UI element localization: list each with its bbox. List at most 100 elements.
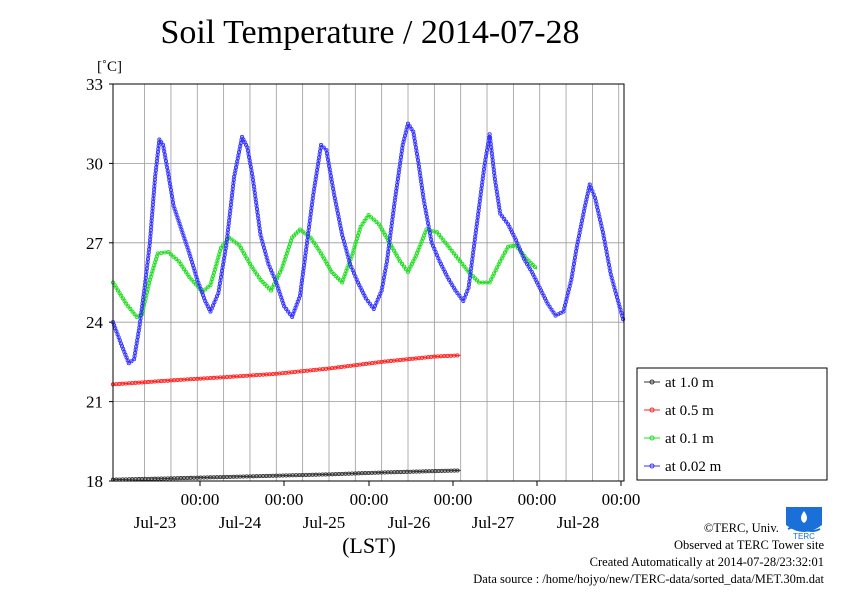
series-point: [266, 286, 271, 291]
series-point: [498, 211, 503, 216]
series-point: [275, 276, 280, 281]
series-point: [398, 259, 403, 264]
series-point: [189, 277, 194, 282]
series-point: [203, 287, 208, 292]
y-axis-label: [˚C]: [97, 59, 122, 75]
legend-swatch-marker: [649, 463, 655, 469]
series-point: [300, 229, 305, 234]
series-point: [498, 259, 503, 264]
series-point: [439, 235, 444, 240]
copyright-text: ©TERC, Univ. Tsukuba: [703, 521, 824, 535]
series-point: [321, 145, 326, 150]
series-point: [462, 264, 467, 269]
x-axis-label: (LST): [342, 533, 396, 558]
series-point: [360, 221, 365, 226]
x-tick-date-label: Jul-25: [303, 513, 346, 532]
series-point: [365, 298, 370, 304]
y-tick-label: 24: [86, 313, 104, 332]
x-tick-time-label: 00:00: [602, 490, 641, 509]
legend-label: at 0.5 m: [665, 403, 714, 419]
series-point: [504, 219, 509, 224]
series-point: [124, 301, 129, 306]
series-point: [191, 280, 196, 285]
series-point: [504, 247, 509, 252]
series-point: [286, 309, 291, 314]
series-at-0-5-m: [110, 353, 461, 387]
series-point: [493, 268, 498, 273]
series-point: [319, 142, 324, 147]
series-point: [462, 295, 467, 300]
series-point: [451, 251, 456, 256]
series-point: [264, 284, 269, 289]
series-point: [187, 275, 192, 280]
series-point: [132, 312, 137, 317]
series-point: [174, 256, 179, 262]
series-point: [443, 240, 448, 245]
series-point: [445, 243, 450, 248]
series-point: [487, 280, 492, 285]
series-point: [364, 215, 369, 221]
series-point: [447, 246, 452, 251]
series-point: [335, 276, 340, 281]
series-point: [455, 468, 460, 473]
legend-swatch-marker: [649, 407, 655, 413]
series-point: [621, 317, 626, 322]
series-point: [530, 262, 535, 268]
legend: at 1.0 m at 0.5 m at 0.1 m at 0.02 m: [636, 367, 828, 481]
series-point: [453, 253, 458, 259]
series-point: [437, 232, 442, 237]
footer: ©TERC, Univ. Tsukuba Observed at TERC To…: [473, 520, 824, 588]
series-point: [329, 269, 334, 274]
plot-area: [113, 84, 624, 481]
series-point: [508, 244, 513, 249]
series-point: [511, 243, 516, 248]
series-point: [234, 241, 239, 246]
series-point: [453, 288, 458, 293]
y-tick-label: 18: [86, 472, 103, 491]
series-point: [358, 224, 363, 229]
series-point: [490, 274, 495, 279]
svg-text:TERC: TERC: [793, 532, 815, 541]
series-point: [126, 361, 131, 366]
series-point: [333, 274, 338, 279]
series-point: [168, 252, 173, 257]
series-point: [171, 254, 176, 259]
series-point: [400, 261, 405, 267]
created-text: Created Automatically at 2014-07-28/23:3…: [589, 555, 824, 569]
series-point: [441, 238, 446, 243]
series-point: [157, 137, 162, 142]
series-point: [549, 307, 554, 312]
x-tick-date-label: Jul-27: [472, 513, 515, 532]
series-point: [268, 288, 274, 293]
series-point: [545, 301, 550, 306]
series-point: [502, 250, 507, 255]
series-point: [297, 227, 303, 232]
series-point: [489, 277, 494, 282]
series-point: [496, 262, 501, 267]
series-at-0-1-m: [110, 212, 538, 319]
series-point: [284, 306, 289, 312]
series-point: [258, 277, 263, 282]
chart-title: Soil Temperature / 2014-07-28: [160, 14, 580, 51]
series-point: [474, 278, 480, 283]
x-tick-time-label: 00:00: [265, 490, 304, 509]
legend-label: at 0.02 m: [665, 459, 722, 475]
legend-box: [636, 367, 828, 481]
series-point: [270, 285, 275, 290]
series-point: [547, 304, 552, 309]
series-point: [499, 256, 504, 261]
series-point: [260, 279, 265, 285]
series-point: [551, 310, 556, 315]
series-point: [472, 276, 477, 281]
series-at-1-0-m: [110, 468, 461, 482]
series-point: [457, 293, 462, 298]
x-tick-time-label: 00:00: [350, 490, 389, 509]
legend-swatch-marker: [649, 379, 655, 385]
series-point: [464, 267, 469, 272]
series-point: [159, 140, 164, 145]
series-point: [587, 182, 592, 187]
x-tick-date-label: Jul-23: [134, 513, 177, 532]
series-point: [129, 359, 134, 364]
series-point: [456, 256, 461, 261]
